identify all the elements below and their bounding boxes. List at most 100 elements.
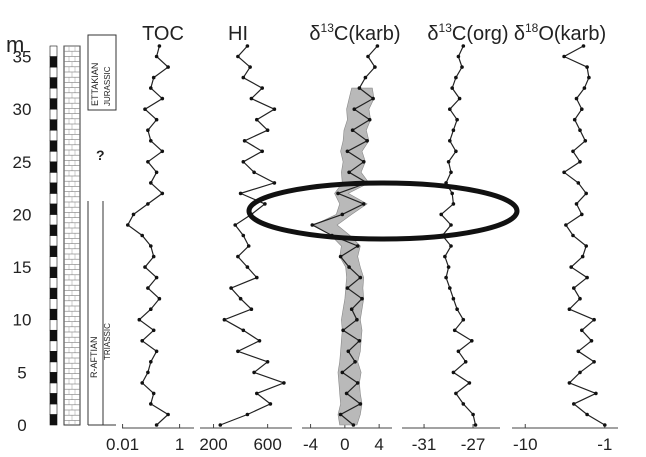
ruler-segment	[49, 245, 58, 257]
data-point	[236, 254, 240, 259]
data-point	[350, 128, 355, 132]
panel-2: δ13C(karb) -4 0 4	[302, 21, 401, 454]
data-point	[154, 54, 159, 59]
data-point	[229, 286, 233, 290]
data-point	[587, 75, 591, 80]
depth-axis-ticks: 0 5 10 15 20 25 30 35	[13, 48, 32, 435]
unknown-age-mark: ?	[96, 147, 105, 163]
data-point	[355, 381, 360, 385]
data-point	[242, 139, 247, 143]
data-point	[454, 149, 458, 154]
ruler-segment	[49, 87, 58, 99]
data-point	[249, 96, 254, 101]
data-point	[574, 96, 579, 101]
ruler-segment	[49, 161, 58, 173]
ruler-segment	[49, 182, 58, 194]
data-point	[157, 44, 162, 48]
ruler-segment	[49, 298, 58, 310]
data-point	[166, 65, 170, 69]
data-point	[245, 44, 250, 48]
data-point	[572, 402, 576, 406]
data-point	[149, 402, 153, 406]
panel-title-main: δ	[514, 23, 525, 45]
ruler-segment	[49, 372, 58, 384]
data-point	[160, 149, 165, 154]
data-point	[245, 412, 250, 417]
depth-tick-label: 20	[13, 205, 32, 224]
data-point	[562, 54, 566, 59]
data-point	[564, 223, 568, 227]
panel-x-tick-label: 0.01	[106, 435, 139, 454]
data-point	[444, 275, 448, 280]
ruler-segment	[49, 77, 58, 89]
data-point	[584, 244, 588, 248]
data-point	[360, 296, 364, 301]
data-point	[149, 360, 153, 364]
data-point	[149, 86, 153, 90]
data-point	[467, 381, 472, 385]
data-point	[455, 307, 459, 312]
data-point	[146, 160, 150, 164]
unit-lower-label: R-AFTIAN	[89, 337, 99, 379]
data-point	[452, 328, 457, 333]
data-point	[585, 65, 589, 69]
data-point	[353, 360, 357, 364]
data-point	[272, 181, 277, 185]
ruler-segment	[49, 319, 58, 331]
data-point	[166, 412, 170, 417]
ruler-segment	[49, 108, 58, 120]
data-point	[154, 275, 159, 280]
data-point	[154, 170, 159, 175]
panel-x-tick-label: 600	[253, 435, 281, 454]
panel-title: δ13C(karb)	[309, 21, 400, 45]
data-point	[347, 170, 351, 175]
data-point	[260, 86, 265, 90]
data-point	[358, 275, 363, 280]
data-point	[341, 328, 345, 333]
data-point	[149, 244, 153, 248]
depth-tick-label: 0	[17, 416, 26, 435]
data-point	[470, 339, 474, 343]
data-point	[238, 191, 243, 196]
data-point	[143, 265, 147, 269]
data-point	[146, 286, 150, 290]
panel-title: δ13C(org)	[427, 21, 508, 45]
data-point	[581, 44, 586, 48]
data-point	[346, 349, 351, 354]
depth-tick-label: 25	[13, 153, 32, 172]
depth-scale-bar	[49, 45, 58, 426]
data-point	[241, 75, 246, 80]
ruler-segment	[49, 172, 58, 184]
data-point	[572, 286, 576, 290]
panel-title-sup: 18	[525, 21, 539, 35]
panel-x-tick-label: 0	[340, 435, 349, 454]
data-point	[238, 296, 243, 301]
data-point	[263, 202, 267, 206]
data-point	[446, 265, 451, 269]
data-point	[154, 117, 159, 122]
data-point	[245, 265, 250, 269]
data-point	[454, 391, 458, 396]
ruler-segment	[49, 203, 58, 215]
data-point	[157, 296, 162, 301]
data-point	[351, 423, 356, 427]
data-point	[373, 65, 377, 69]
data-point	[448, 139, 452, 143]
panel-3: δ13C(org) -31 -27	[402, 21, 509, 454]
data-point	[357, 339, 362, 343]
data-point	[222, 317, 227, 322]
data-point	[140, 339, 144, 343]
data-point	[448, 286, 452, 290]
data-point	[252, 370, 256, 375]
data-point	[439, 212, 444, 217]
depth-tick-label: 35	[13, 48, 32, 67]
data-point	[578, 160, 582, 164]
data-point	[580, 254, 585, 259]
data-point	[236, 54, 240, 59]
data-point	[366, 54, 370, 59]
data-point	[340, 370, 345, 375]
data-point	[594, 391, 598, 396]
panel-series-line	[562, 45, 606, 426]
data-point	[461, 317, 466, 322]
data-point	[241, 233, 246, 238]
